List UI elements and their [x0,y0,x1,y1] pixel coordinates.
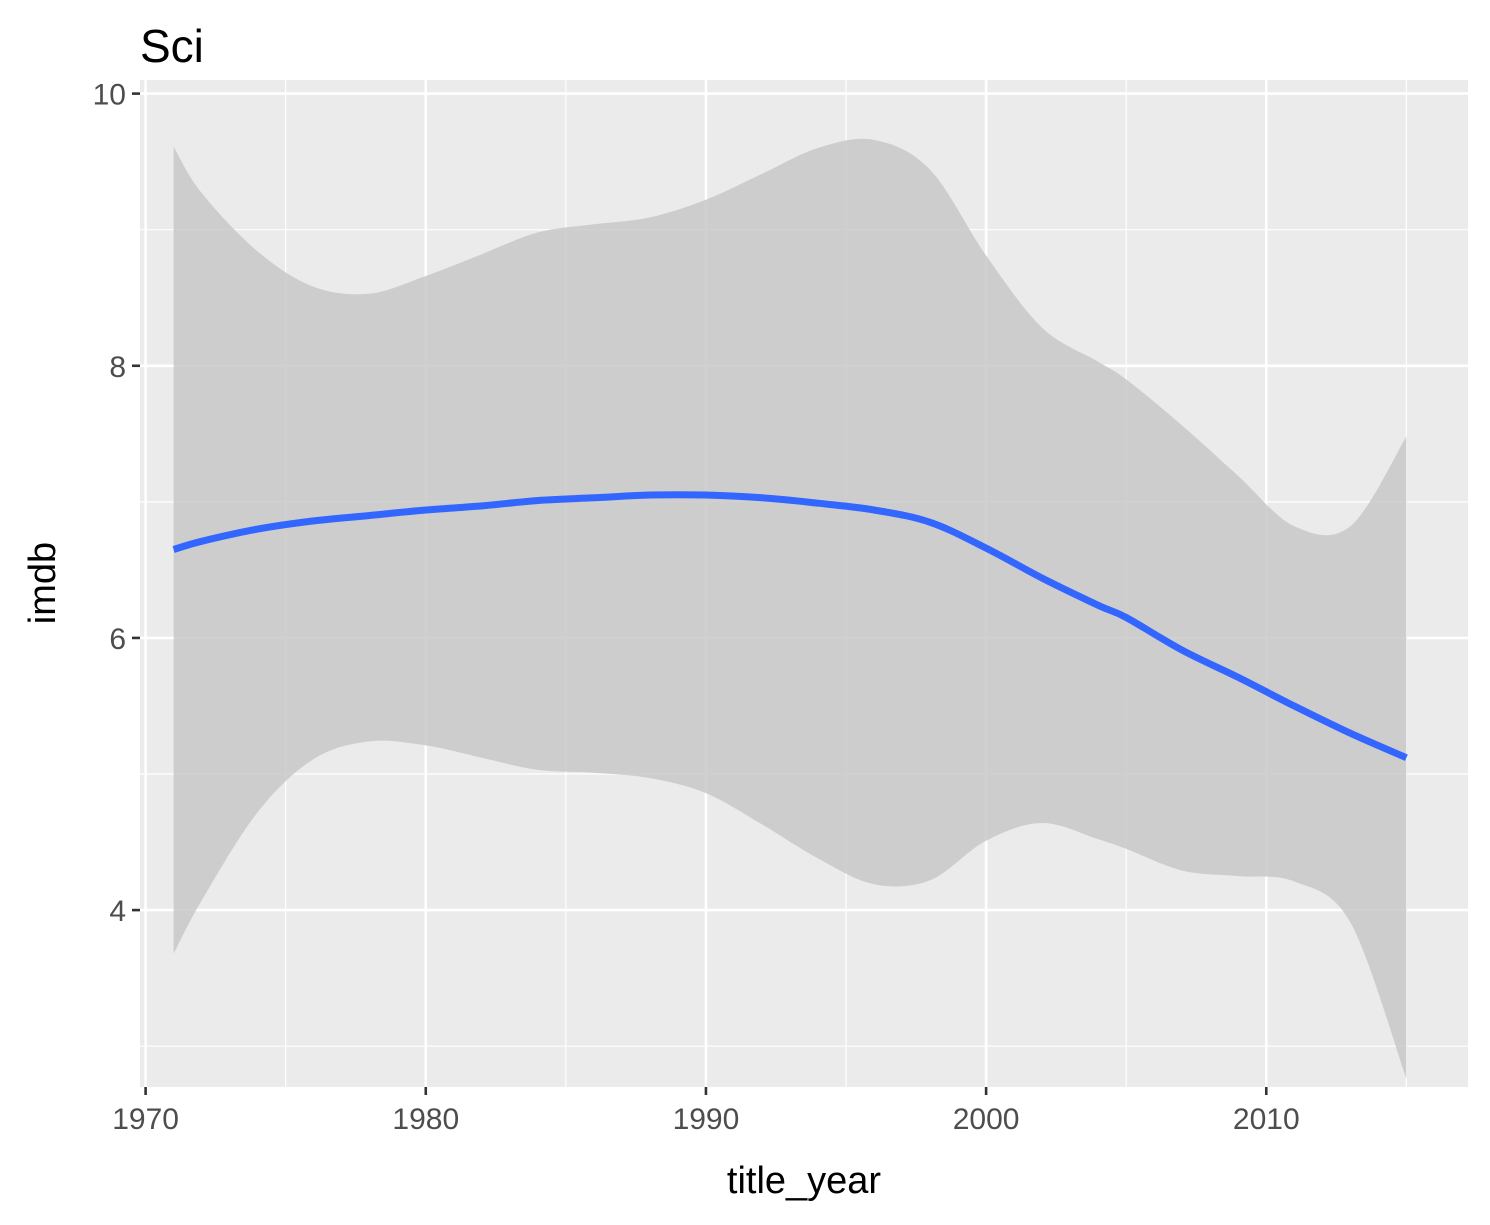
x-axis-title: title_year [727,1160,882,1202]
x-axis: 1970 1980 1990 2000 2010 [112,1087,1300,1136]
x-tick-label: 2000 [953,1103,1020,1136]
smooth-line [172,491,1408,761]
y-tick-label: 6 [109,623,126,656]
confidence-ribbon [173,138,1407,1079]
chart-title: Sci [140,20,204,72]
y-axis: 4 6 8 10 [93,79,140,928]
x-tick-label: 1990 [673,1103,740,1136]
x-tick-label: 2010 [1233,1103,1300,1136]
x-tick-label: 1970 [112,1103,179,1136]
y-tick-label: 8 [109,351,126,384]
x-tick-label: 1980 [392,1103,459,1136]
y-tick-label: 10 [93,79,126,112]
y-tick-label: 4 [109,895,126,928]
y-axis-title: imdb [22,542,64,624]
